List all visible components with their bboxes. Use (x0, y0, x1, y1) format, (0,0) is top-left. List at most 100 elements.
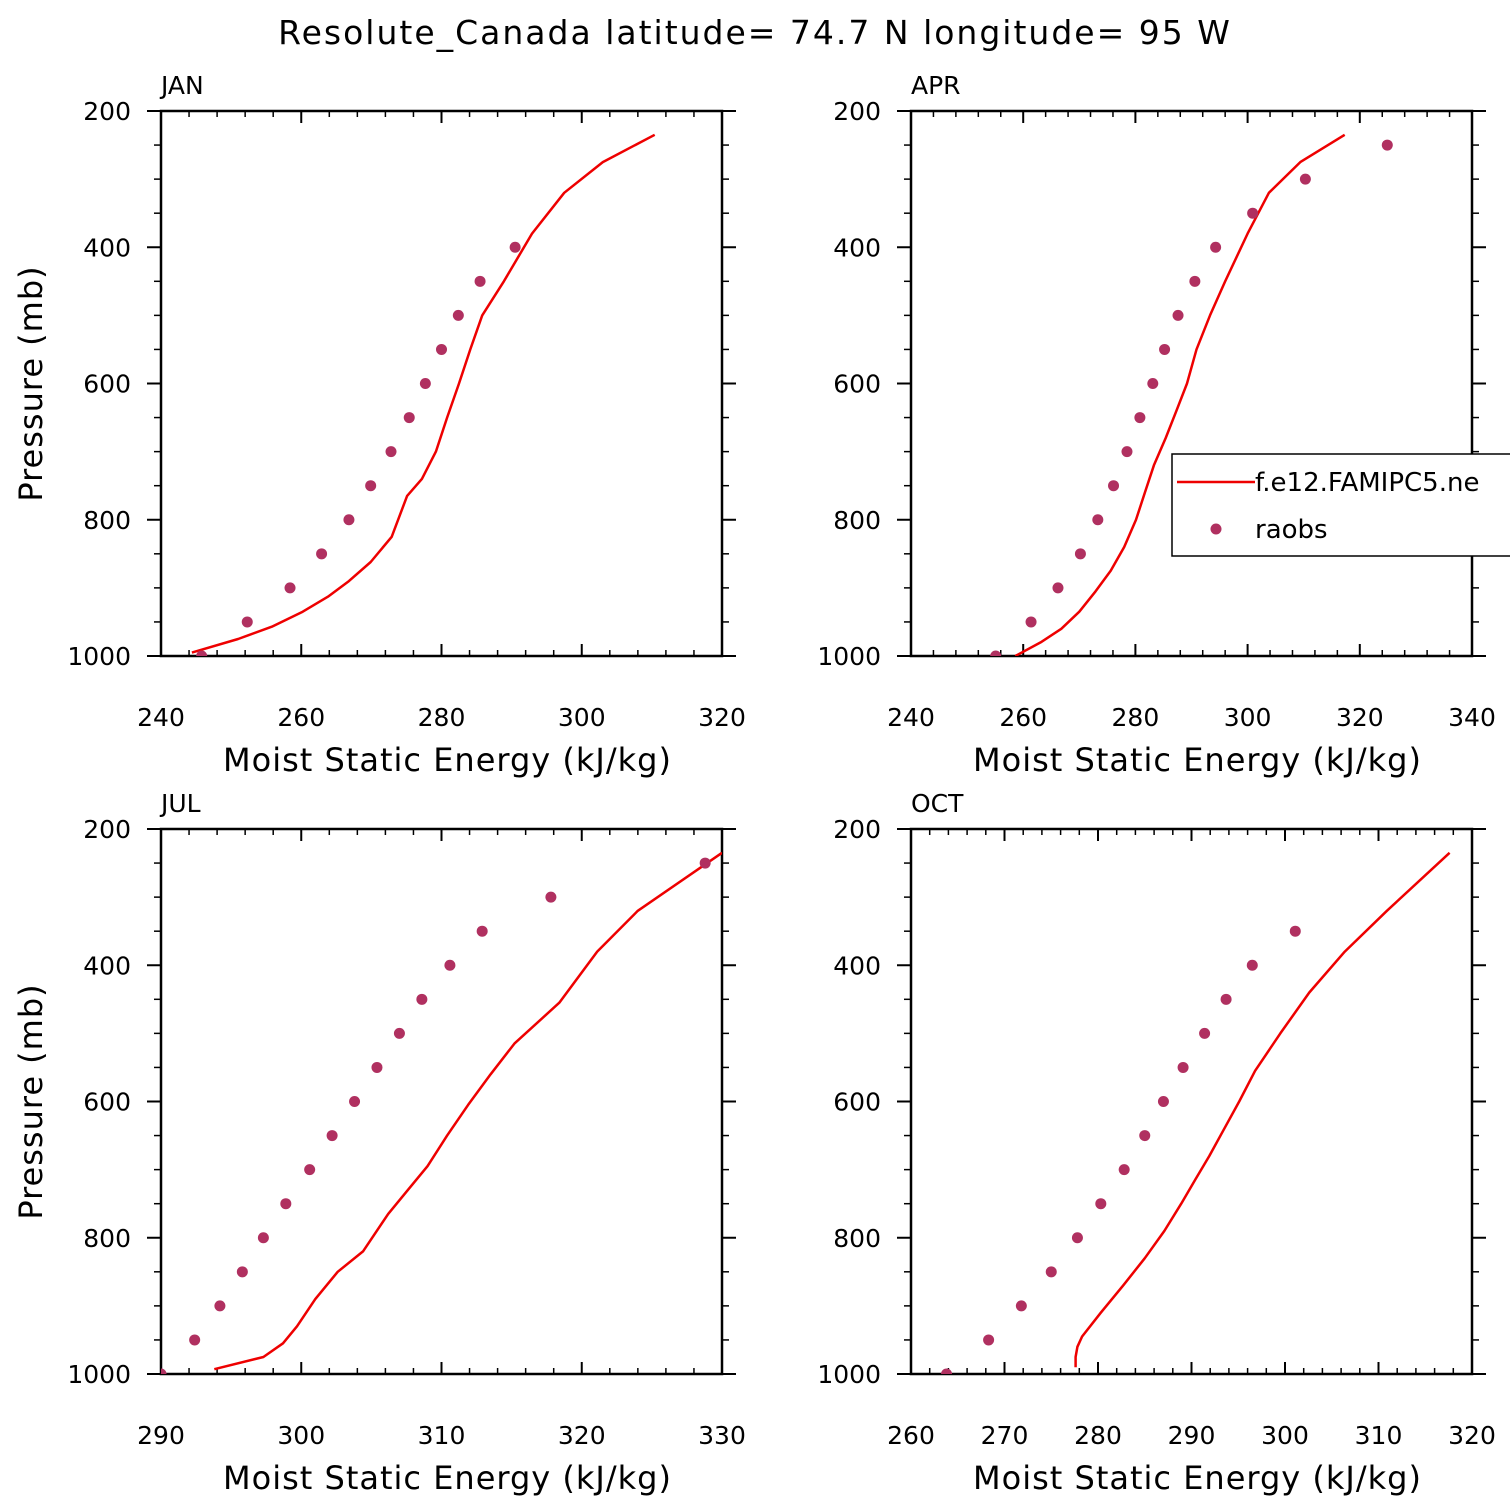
y-tick-label: 200 (83, 815, 131, 844)
raobs-point (1177, 1061, 1189, 1073)
y-tick-label: 200 (833, 815, 881, 844)
x-tick-label: 240 (137, 703, 185, 732)
y-axis-label: Pressure (mb) (12, 265, 50, 501)
raobs-point (452, 309, 464, 321)
plot-frame (159, 109, 724, 658)
raobs-point (365, 480, 377, 492)
plot-frame (909, 109, 1474, 658)
raobs-point (1299, 173, 1311, 185)
legend-box (1171, 453, 1510, 557)
y-tick-label: 200 (83, 97, 131, 126)
raobs-point (416, 993, 428, 1005)
raobs-point (474, 275, 486, 287)
x-tick-label: 290 (137, 1421, 185, 1450)
panel-label: JUL (159, 789, 201, 818)
raobs-point (1247, 207, 1259, 219)
raobs-point (1189, 275, 1201, 287)
raobs-point (236, 1266, 248, 1278)
raobs-point (304, 1164, 316, 1176)
x-tick-label: 260 (277, 703, 325, 732)
raobs-point (1025, 616, 1037, 628)
x-tick-label: 340 (1448, 703, 1496, 732)
raobs-point (343, 514, 355, 526)
raobs-point (1289, 925, 1301, 937)
x-tick-label: 300 (277, 1421, 325, 1450)
y-tick-label: 400 (83, 233, 131, 262)
x-axis-label: Moist Static Energy (kJ/kg) (223, 1459, 672, 1497)
y-tick-label: 800 (83, 506, 131, 535)
x-tick-label: 260 (999, 703, 1047, 732)
raobs-point (444, 959, 456, 971)
x-tick-label: 280 (1074, 1421, 1122, 1450)
raobs-point (326, 1130, 338, 1142)
raobs-point (1199, 1027, 1211, 1039)
y-tick-label: 400 (833, 951, 881, 980)
raobs-point (941, 1368, 953, 1374)
raobs-point (214, 1300, 226, 1312)
x-tick-label: 320 (698, 703, 746, 732)
raobs-point (1157, 1096, 1169, 1107)
figure-title: Resolute_Canada latitude= 74.7 N longitu… (278, 13, 1232, 52)
raobs-point (371, 1061, 383, 1073)
data-area (191, 133, 656, 656)
raobs-point (349, 1096, 361, 1107)
raobs-point (1147, 378, 1159, 389)
panel-label: OCT (911, 789, 964, 818)
x-tick-label: 240 (887, 703, 935, 732)
x-tick-label: 300 (1224, 703, 1272, 732)
raobs-point (1381, 139, 1393, 151)
raobs-point (1210, 241, 1222, 253)
model-line (1074, 851, 1451, 1368)
panel-oct: OCT 260 270 280 290 300 310 320 200 400 600 800 1000… (817, 789, 1495, 1497)
raobs-point (1121, 446, 1133, 458)
panel-label: APR (911, 71, 961, 100)
legend-obs-swatch (1210, 523, 1222, 535)
model-line (1014, 133, 1346, 656)
x-tick-label: 320 (558, 1421, 606, 1450)
x-tick-label: 300 (1261, 1421, 1309, 1450)
y-tick-label: 1000 (817, 1360, 881, 1389)
raobs-point (1052, 582, 1064, 594)
raobs-point (1045, 1266, 1057, 1278)
y-tick-label: 600 (83, 1088, 131, 1117)
x-tick-label: 280 (418, 703, 466, 732)
x-tick-label: 320 (1448, 1421, 1496, 1450)
raobs-point (393, 1027, 405, 1039)
raobs-point (1159, 343, 1171, 355)
x-axis-label: Moist Static Energy (kJ/kg) (973, 1459, 1422, 1497)
raobs-point (1246, 959, 1258, 971)
raobs-point (509, 241, 521, 253)
raobs-point (983, 1334, 995, 1346)
x-tick-label: 310 (418, 1421, 466, 1450)
legend-obs-label: raobs (1255, 515, 1328, 545)
raobs-point (1095, 1198, 1107, 1210)
raobs-point (419, 378, 431, 389)
x-tick-label: 280 (1112, 703, 1160, 732)
y-tick-label: 1000 (817, 642, 881, 671)
raobs-point (1139, 1130, 1151, 1142)
y-tick-label: 800 (83, 1224, 131, 1253)
y-tick-label: 400 (833, 233, 881, 262)
raobs-point (990, 650, 1002, 656)
raobs-point (241, 616, 253, 628)
raobs-point (436, 343, 447, 355)
y-axis-label: Pressure (mb) (12, 983, 50, 1219)
x-tick-label: 290 (1168, 1421, 1216, 1450)
panel-jul: JUL 290 300 310 320 330 200 400 600 800 1000 Moist … (12, 789, 746, 1497)
raobs-point (1074, 548, 1086, 560)
raobs-point (280, 1198, 292, 1210)
raobs-point (1172, 309, 1184, 321)
raobs-point (161, 1368, 167, 1374)
raobs-point (545, 891, 557, 903)
raobs-point (1108, 480, 1120, 492)
raobs-point (1220, 993, 1232, 1005)
raobs-point (699, 857, 711, 869)
x-tick-label: 310 (1355, 1421, 1403, 1450)
y-tick-label: 400 (83, 951, 131, 980)
y-tick-label: 1000 (67, 1360, 131, 1389)
raobs-point (196, 650, 208, 656)
panel-apr: APR 240 260 280 300 320 340 200 400 600 800 1000 Moi… (817, 71, 1495, 779)
raobs-point (1071, 1232, 1083, 1244)
x-tick-label: 320 (1336, 703, 1384, 732)
